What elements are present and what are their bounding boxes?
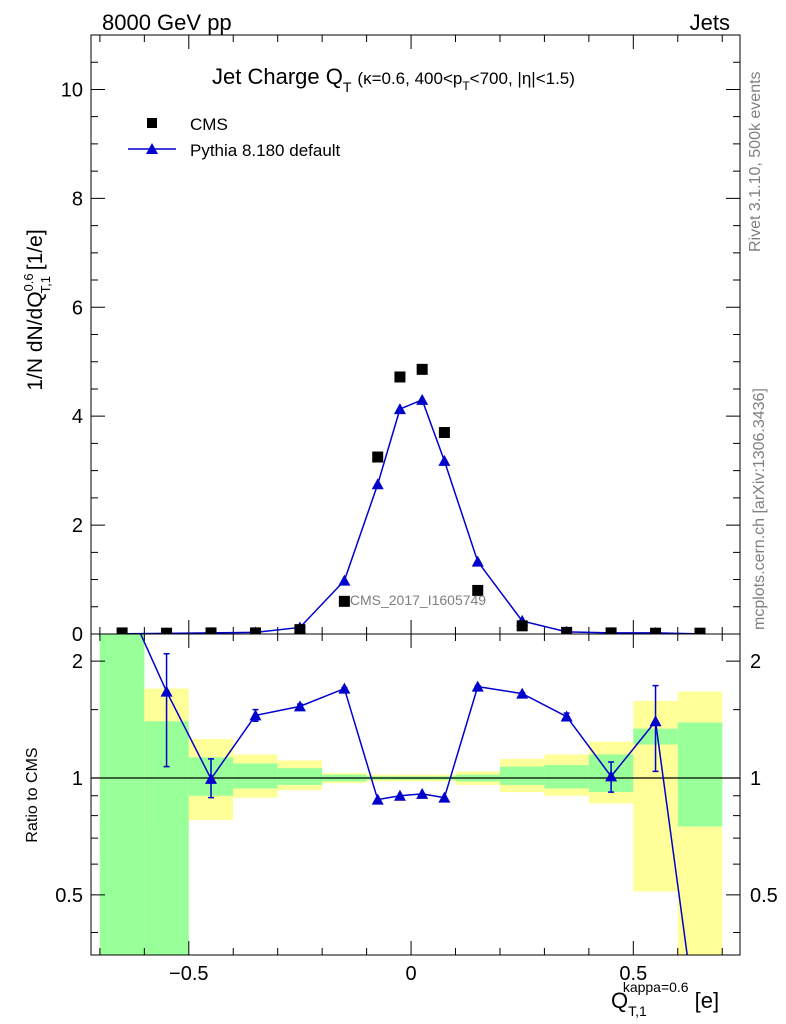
xlabel-sup: kappa=0.6 <box>623 979 689 995</box>
xlabel: QT,1 kappa=0.6 [e] <box>611 979 719 1019</box>
cms-point-3 <box>249 627 261 634</box>
legend-label-mc: Pythia 8.180 default <box>190 141 341 160</box>
title-cond-b: <700, |η|<1.5) <box>470 69 575 88</box>
ratio-point-1 <box>160 685 173 697</box>
cms-point-4 <box>294 624 306 634</box>
legend-label-cms: CMS <box>190 115 228 134</box>
xtick-label-2: 0.5 <box>619 963 647 985</box>
ylabel-ratio: Ratio to CMS <box>24 747 41 842</box>
ratio-point-9 <box>438 791 451 803</box>
legend-marker-mc <box>146 143 158 154</box>
ylabel-main-text: 1/N dN/dQ <box>24 291 47 390</box>
cms-point-14 <box>650 627 662 634</box>
cms-point-2 <box>205 627 217 634</box>
xlabel-text: Q <box>611 988 628 1013</box>
tick-marks <box>91 34 740 955</box>
xtick-label-1: 0 <box>405 963 416 985</box>
ytick-main-label-0: 0 <box>72 624 83 646</box>
ratio-point-3 <box>249 709 262 721</box>
cms-point-5 <box>338 595 350 607</box>
cms-point-13 <box>605 627 617 634</box>
mc-point-6 <box>371 478 384 490</box>
title-main: Jet Charge Q <box>212 64 343 89</box>
legend: CMS Pythia 8.180 default <box>128 115 341 160</box>
ratio-point-10 <box>471 680 484 692</box>
ratio-band-green-15 <box>677 722 723 827</box>
ratio-band-green-3 <box>233 763 278 789</box>
header-left: 8000 GeV pp <box>102 10 232 35</box>
cms-point-8 <box>416 363 428 375</box>
ratio-band-green-0 <box>99 634 145 955</box>
ratio-point-8 <box>416 787 429 799</box>
ylabel-main: 1/N dN/dQ0.6 T,1 [1/e] <box>21 229 53 390</box>
title-cond-a: (κ=0.6, 400<p <box>357 69 462 88</box>
ratio-errorbar-14 <box>652 684 659 773</box>
cms-point-0 <box>116 627 128 634</box>
header-right: Jets <box>690 10 730 35</box>
xlabel-sub: T,1 <box>628 1003 647 1019</box>
axis-ticks <box>91 34 740 955</box>
ytick-main-label-3: 6 <box>72 297 83 319</box>
ratio-errorbar-1 <box>163 653 170 768</box>
ytick-ratio-label-0: 0.5 <box>55 885 83 907</box>
ylabel-main-sup: 0.6 <box>21 273 36 291</box>
ytick-ratio-label-1: 1 <box>72 768 83 790</box>
ylabel-main-unit: [1/e] <box>24 229 47 276</box>
ratio-point-7 <box>393 789 406 801</box>
plot-title: Jet Charge QT (κ=0.6, 400<pT<700, |η|<1.5… <box>212 64 575 95</box>
mc-point-9 <box>438 454 451 466</box>
cms-point-6 <box>372 451 384 463</box>
xtick-label-0: −0.5 <box>169 963 208 985</box>
ratio-point-4 <box>293 700 306 712</box>
ytick-main-label-1: 2 <box>72 515 83 537</box>
main-plot-frame <box>90 34 741 635</box>
mc-line <box>122 398 701 634</box>
cms-point-15 <box>694 627 706 634</box>
ratio-plot-frame <box>90 633 741 956</box>
ytick-ratio-right-label-2: 2 <box>750 651 761 673</box>
ytick-ratio-right-label-1: 1 <box>750 768 761 790</box>
mc-point-5 <box>338 574 351 586</box>
ratio-band-green-12 <box>544 765 589 789</box>
xlabel-unit: [e] <box>695 988 719 1013</box>
cms-point-11 <box>516 620 528 632</box>
mc-point-10 <box>471 555 484 567</box>
ylabel-main-sub: T,1 <box>38 276 53 293</box>
cms-point-10 <box>472 584 484 596</box>
ratio-band-green-4 <box>277 768 323 785</box>
ratio-point-11 <box>516 687 529 699</box>
cms-point-7 <box>394 371 406 383</box>
ratio-series <box>139 634 688 955</box>
side-text-top: Rivet 3.1.10, 500k events <box>747 71 764 252</box>
ratio-point-14 <box>649 715 662 727</box>
ratio-line <box>139 634 688 955</box>
ratio-point-12 <box>560 710 573 722</box>
ytick-ratio-label-2: 2 <box>72 651 83 673</box>
mc-point-8 <box>416 393 429 405</box>
ratio-point-2 <box>205 772 218 784</box>
tick-labels: −0.5 0 0.5 0 2 4 6 8 10 0.5 0.5 1 1 2 2 <box>55 79 778 985</box>
ratio-band-green-11 <box>499 766 545 785</box>
cms-point-1 <box>161 627 173 634</box>
ratio-point-13 <box>605 770 618 782</box>
cms-point-12 <box>561 626 573 634</box>
title-cond-sub: T <box>462 79 470 93</box>
ytick-ratio-right-label-0: 0.5 <box>750 885 778 907</box>
cms-point-9 <box>438 427 450 439</box>
ytick-main-label-5: 10 <box>61 79 83 101</box>
watermark: CMS_2017_I1605749 <box>350 592 486 608</box>
side-text-bottom: mcplots.cern.ch [arXiv:1306.3436] <box>751 388 768 630</box>
ratio-point-5 <box>338 682 351 694</box>
ratio-point-6 <box>371 793 384 805</box>
title-main-sub: T <box>343 79 352 95</box>
legend-marker-cms <box>147 118 157 128</box>
ytick-main-label-2: 4 <box>72 406 83 428</box>
cms-series <box>116 363 706 634</box>
ytick-main-label-4: 8 <box>72 188 83 210</box>
mc-point-7 <box>393 403 406 415</box>
